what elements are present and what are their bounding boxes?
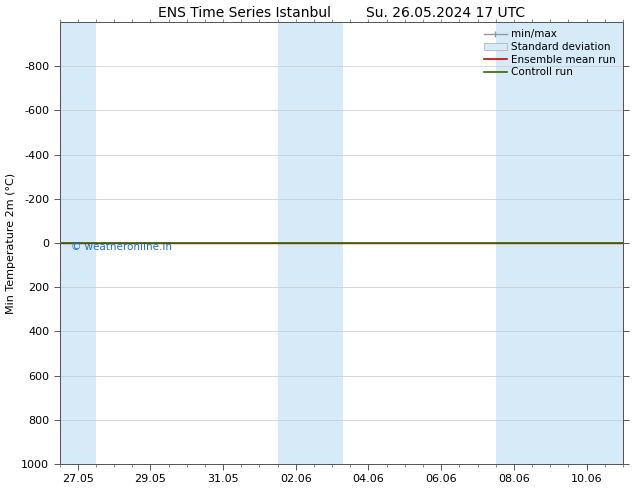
Title: ENS Time Series Istanbul        Su. 26.05.2024 17 UTC: ENS Time Series Istanbul Su. 26.05.2024 … — [158, 5, 525, 20]
Bar — [60, 22, 96, 464]
Text: © weatheronline.in: © weatheronline.in — [71, 242, 172, 252]
Legend: min/max, Standard deviation, Ensemble mean run, Controll run: min/max, Standard deviation, Ensemble me… — [482, 27, 618, 79]
Y-axis label: Min Temperature 2m (°C): Min Temperature 2m (°C) — [6, 172, 16, 314]
Bar — [496, 22, 623, 464]
Bar — [278, 22, 343, 464]
